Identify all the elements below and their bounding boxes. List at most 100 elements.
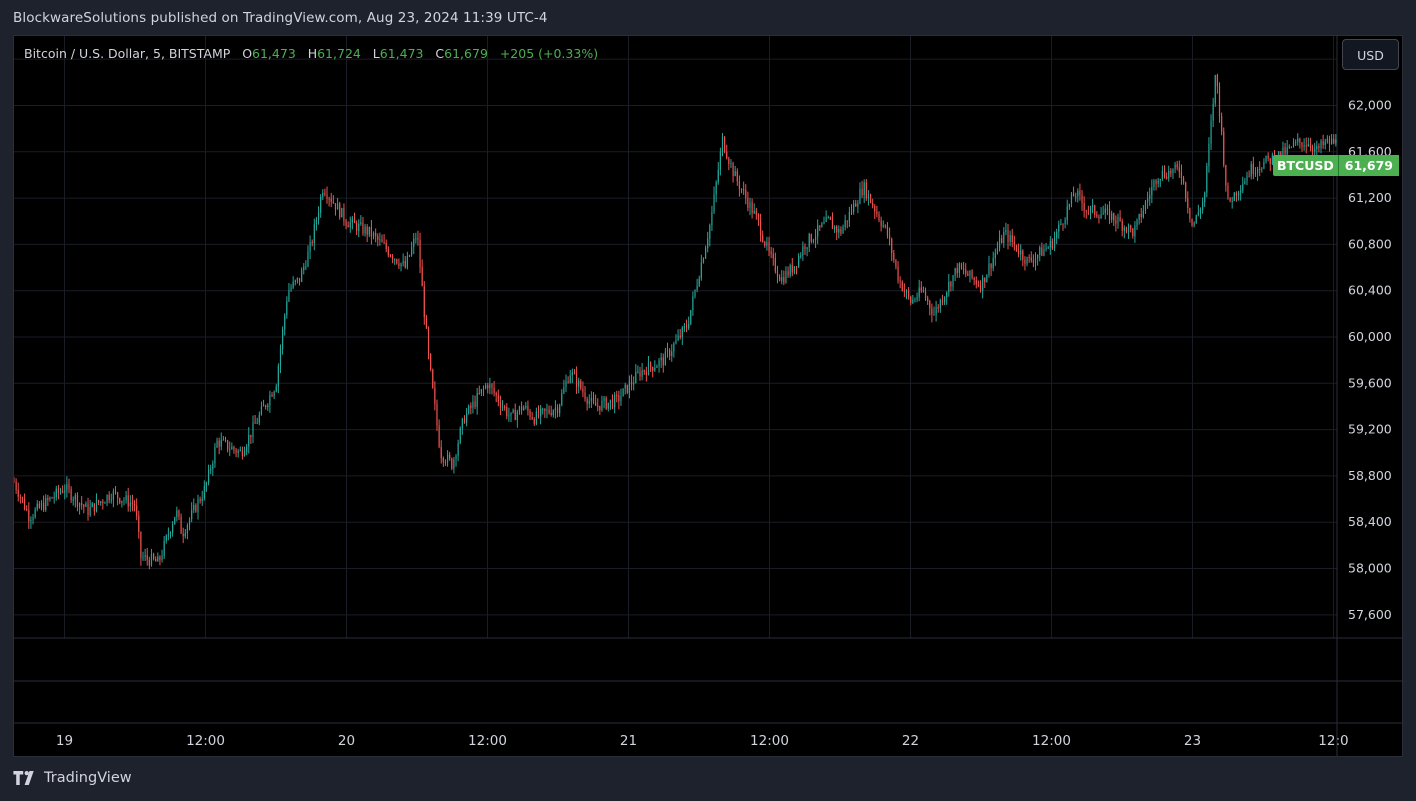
candle-body: [967, 273, 969, 276]
candle-body: [341, 207, 343, 218]
price-chart[interactable]: 57,600 58,000 58,400 58,800 59,200 59,600 60,0…: [14, 36, 1402, 756]
candle-body: [324, 192, 326, 195]
candle-body: [675, 340, 677, 344]
candle-body: [70, 488, 72, 501]
currency-button[interactable]: USD: [1342, 39, 1399, 70]
candle-body: [430, 353, 432, 370]
y-tick-label: 58,400: [1348, 514, 1392, 529]
candle-body: [645, 371, 647, 375]
candle-body: [694, 289, 696, 297]
candle-body: [1218, 86, 1221, 117]
candle-body: [954, 268, 956, 276]
candle-body: [1269, 158, 1271, 164]
candle-body: [210, 469, 212, 471]
candle-body: [411, 247, 413, 256]
candle-body: [1330, 138, 1333, 144]
candle-body: [468, 405, 470, 414]
x-tick-label: 12:00: [750, 733, 789, 749]
candle-body: [1045, 248, 1047, 250]
candle-body: [108, 495, 110, 501]
candle-body: [789, 265, 791, 276]
high-value: 61,724: [317, 46, 361, 61]
candle-body: [1314, 149, 1316, 152]
tradingview-logo[interactable]: TradingView: [13, 770, 132, 786]
candle-body: [248, 434, 250, 447]
candle-body: [1267, 155, 1269, 159]
candle-body: [937, 307, 939, 309]
candle-body: [487, 385, 489, 389]
candle-body: [165, 535, 167, 541]
candle-body: [992, 258, 994, 269]
candle-body: [419, 239, 421, 268]
tradingview-logo-icon: [13, 771, 34, 785]
candle-body: [51, 497, 53, 499]
candle-body: [104, 502, 106, 504]
candle-body: [582, 388, 584, 393]
candle-body: [1235, 192, 1238, 196]
candle-body: [315, 220, 318, 225]
candle-body: [271, 394, 273, 397]
candle-body: [1180, 172, 1183, 178]
candle-body: [1047, 247, 1049, 249]
candle-body: [546, 409, 548, 411]
candle-body: [709, 225, 711, 239]
candle-body: [607, 402, 609, 409]
candle-body: [353, 218, 356, 224]
candle-body: [950, 281, 952, 287]
candle-body: [1221, 116, 1223, 132]
candle-body: [747, 197, 749, 208]
candle-body: [878, 213, 880, 221]
candle-body: [169, 532, 172, 535]
candle-body: [415, 238, 417, 240]
candle-body: [1229, 197, 1231, 201]
candle-body: [793, 266, 796, 273]
candle-body: [654, 367, 656, 371]
candle-body: [351, 218, 353, 223]
candle-body: [381, 239, 383, 243]
candle-body: [1297, 138, 1299, 142]
candle-body: [855, 203, 857, 207]
candle-body: [26, 509, 28, 511]
candle-body: [391, 256, 394, 260]
candle-body: [580, 380, 582, 389]
candle-body: [383, 242, 385, 244]
candle-body: [290, 287, 292, 291]
candle-body: [776, 271, 779, 277]
candle-body: [599, 405, 601, 411]
candle-body: [1115, 220, 1117, 224]
candle-body: [808, 234, 810, 248]
candle-body: [946, 292, 948, 298]
candle-body: [573, 372, 576, 374]
candle-body: [559, 404, 561, 413]
candle-body: [736, 171, 738, 182]
candle-body: [1106, 208, 1109, 210]
candle-body: [1210, 120, 1212, 144]
candle-body: [1223, 131, 1225, 165]
candle-body: [1092, 205, 1094, 208]
candle-body: [510, 412, 512, 416]
candle-body: [975, 280, 977, 285]
candle-body: [1146, 198, 1149, 202]
candle-body: [1206, 165, 1208, 193]
candle-body: [495, 392, 497, 396]
candle-body: [891, 238, 893, 254]
candle-body: [1015, 244, 1018, 251]
candle-body: [106, 495, 108, 503]
candle-body: [83, 504, 85, 507]
grid-lines: [14, 36, 1337, 638]
candle-body: [1155, 180, 1157, 184]
candle-body: [474, 401, 476, 407]
candle-body: [332, 201, 334, 204]
candle-body: [912, 299, 914, 304]
candle-body: [14, 481, 15, 483]
candle-body: [1246, 176, 1248, 182]
candle-body: [400, 263, 402, 267]
candle-body: [121, 500, 123, 503]
symbol-description[interactable]: Bitcoin / U.S. Dollar, 5, BITSTAMP: [24, 46, 231, 61]
candle-body: [1081, 194, 1083, 204]
candle-body: [159, 556, 161, 560]
candle-body: [1149, 195, 1151, 199]
candle-body: [123, 500, 125, 502]
candle-body: [504, 406, 506, 408]
chart-frame[interactable]: 57,600 58,000 58,400 58,800 59,200 59,600 60,0…: [13, 35, 1403, 757]
